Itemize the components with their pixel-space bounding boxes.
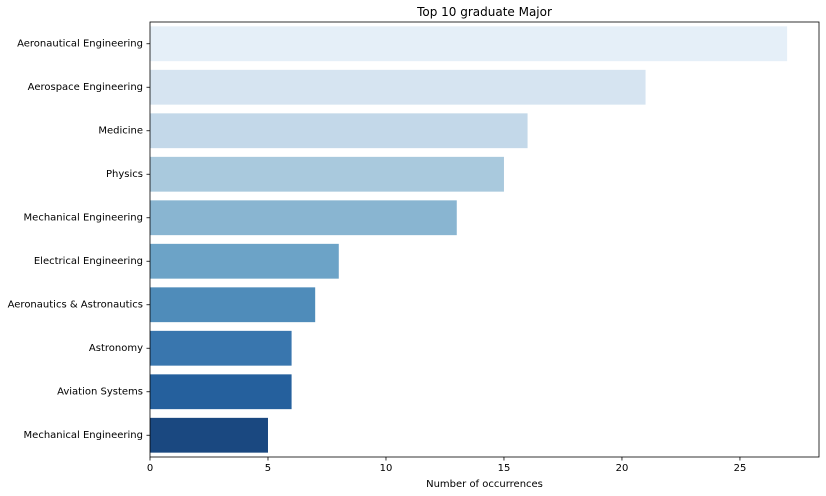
- axes-frame: [149, 21, 820, 458]
- y-tick-label: Physics: [106, 169, 143, 180]
- bar: [150, 330, 292, 366]
- y-tick-label: Mechanical Engineering: [24, 430, 143, 441]
- bar: [150, 243, 339, 279]
- bar: [150, 200, 457, 236]
- x-tick-label: 5: [265, 463, 271, 474]
- bar: [150, 374, 292, 410]
- x-tick-label: 25: [734, 463, 747, 474]
- y-tick-label: Astronomy: [89, 343, 143, 354]
- category-labels: Aeronautical Engineering Aerospace Engine…: [8, 38, 150, 441]
- y-tick-label: Aerospace Engineering: [28, 82, 143, 93]
- y-tick-label: Medicine: [98, 125, 143, 136]
- x-tick-label: 0: [147, 463, 153, 474]
- x-tick-label: 15: [498, 463, 511, 474]
- x-axis-ticks: 0 5 10 15 20 25: [147, 457, 747, 474]
- bar: [150, 113, 528, 149]
- y-tick-label: Mechanical Engineering: [24, 212, 143, 223]
- bar: [150, 417, 268, 453]
- x-axis-label: Number of occurrences: [426, 479, 543, 490]
- bar: [150, 69, 646, 105]
- plot-frame: [149, 21, 820, 458]
- chart-title: Top 10 graduate Major: [416, 5, 552, 19]
- x-tick-label: 20: [616, 463, 629, 474]
- y-tick-label: Aeronautical Engineering: [17, 38, 143, 49]
- x-tick-label: 10: [380, 463, 393, 474]
- bar: [150, 287, 316, 323]
- y-tick-label: Aeronautics & Astronautics: [8, 299, 143, 310]
- y-tick-label: Aviation Systems: [57, 386, 143, 397]
- bars-group: [150, 26, 788, 453]
- bar: [150, 156, 504, 192]
- bar: [150, 26, 788, 62]
- y-tick-label: Electrical Engineering: [34, 256, 143, 267]
